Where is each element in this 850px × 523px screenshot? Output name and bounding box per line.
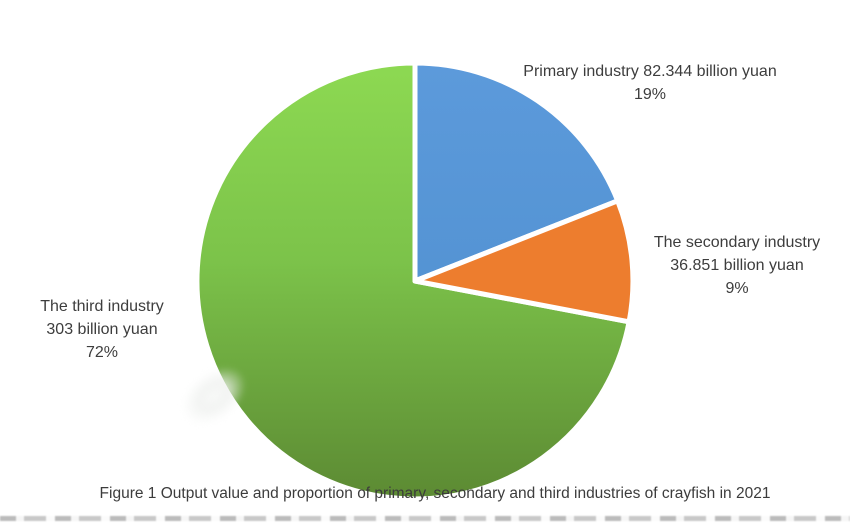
label-primary-industry: Primary industry 82.344 billion yuan 19% <box>523 60 776 106</box>
label-primary-percent: 19% <box>633 86 667 103</box>
label-secondary-value: 36.851 billion yuan <box>670 257 804 274</box>
pie-slice-primary-industry <box>412 60 621 284</box>
label-primary-value: Primary industry 82.344 billion yuan <box>523 63 777 80</box>
label-secondary-percent: 9% <box>725 280 749 297</box>
label-third-industry: The third industry 303 billion yuan 72% <box>40 295 164 364</box>
label-secondary-name: The secondary industry <box>653 234 821 251</box>
pie-slice-secondary-industry <box>412 198 636 325</box>
label-secondary-industry: The secondary industry 36.851 billion yu… <box>654 231 820 300</box>
label-third-name: The third industry <box>40 298 164 315</box>
cutoff-text-artifact <box>0 516 850 521</box>
figure-caption: Figure 1 Output value and proportion of … <box>99 485 771 502</box>
label-third-percent: 72% <box>85 344 119 361</box>
label-third-value: 303 billion yuan <box>46 321 158 338</box>
